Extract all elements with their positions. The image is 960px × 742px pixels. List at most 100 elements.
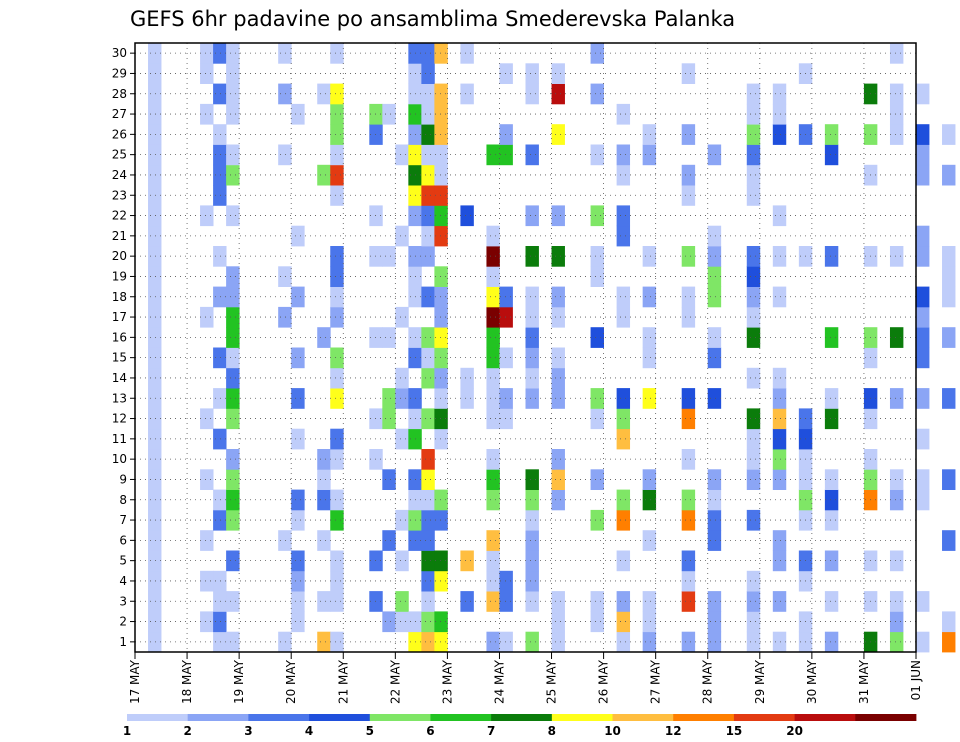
- heatmap-cell: [889, 43, 904, 64]
- heatmap-cell: [707, 469, 722, 490]
- heatmap-cell: [824, 591, 839, 612]
- heatmap-cell: [486, 286, 500, 308]
- heatmap-cell: [200, 63, 214, 84]
- heatmap-cell: [746, 164, 761, 186]
- y-tick-label: 24: [112, 168, 127, 182]
- heatmap-cell: [148, 63, 162, 84]
- heatmap-cell: [291, 611, 305, 633]
- colorbar-tick-label: 2: [184, 724, 192, 738]
- heatmap-cell: [317, 164, 331, 186]
- heatmap-cell: [525, 63, 539, 84]
- heatmap-cell: [942, 611, 956, 633]
- heatmap-cell: [916, 83, 930, 105]
- x-axis: 17 MAY 18 MAY 19 MAY 20 MAY 21 MAY 22 MAY 23 M…: [128, 652, 923, 704]
- heatmap-cell: [148, 449, 162, 470]
- heatmap-cell: [278, 144, 292, 166]
- heatmap-cell: [148, 408, 162, 430]
- heatmap-cell: [916, 124, 930, 145]
- heatmap-cell: [148, 591, 162, 612]
- heatmap-cell: [421, 63, 435, 84]
- heatmap-cell: [226, 449, 240, 470]
- heatmap-cell: [148, 43, 162, 64]
- heatmap-cell: [616, 489, 631, 511]
- heatmap-cell: [486, 631, 500, 653]
- heatmap-cell: [226, 306, 240, 328]
- heatmap-cell: [642, 489, 657, 511]
- heatmap-cell: [525, 327, 539, 348]
- heatmap-cell: [590, 469, 604, 490]
- heatmap-cell: [200, 205, 214, 227]
- heatmap-cell: [642, 144, 657, 166]
- heatmap-cell: [681, 408, 696, 430]
- heatmap-cell: [525, 306, 539, 328]
- heatmap-cell: [395, 225, 409, 247]
- heatmap-cell: [213, 570, 227, 592]
- heatmap-cell: [590, 205, 604, 227]
- heatmap-cell: [434, 103, 448, 125]
- heatmap-cell: [772, 631, 787, 653]
- heatmap-cell: [460, 205, 474, 227]
- heatmap-cell: [382, 469, 396, 490]
- heatmap-cell: [681, 388, 696, 409]
- heatmap-cell: [616, 388, 631, 409]
- heatmap-cell: [486, 530, 500, 551]
- heatmap-cell: [148, 185, 162, 206]
- heatmap-cell: [317, 591, 331, 612]
- heatmap-cell: [551, 205, 565, 227]
- heatmap-cell: [824, 509, 839, 531]
- y-tick-label: 26: [112, 127, 127, 141]
- heatmap-cell: [525, 144, 539, 166]
- heatmap-cell: [746, 124, 761, 145]
- heatmap-cell: [942, 469, 956, 490]
- heatmap-cell: [889, 103, 904, 125]
- heatmap-cell: [551, 367, 565, 389]
- x-tick-label: 29 MAY: [753, 659, 767, 704]
- heatmap-cell: [226, 631, 240, 653]
- heatmap-cell: [746, 103, 761, 125]
- colorbar-swatch: [248, 714, 310, 721]
- heatmap-cell: [916, 327, 930, 348]
- heatmap-cell: [317, 469, 331, 490]
- heatmap-cell: [421, 205, 435, 227]
- y-tick-label: 14: [112, 371, 127, 385]
- heatmap-cell: [486, 570, 500, 592]
- heatmap-cell: [525, 591, 539, 612]
- heatmap-cell: [148, 266, 162, 287]
- heatmap-cell: [707, 144, 722, 166]
- heatmap-cell: [772, 367, 787, 389]
- heatmap-cell: [772, 428, 787, 450]
- heatmap-cell: [942, 246, 956, 267]
- heatmap-cell: [772, 591, 787, 612]
- heatmap-cell: [525, 489, 539, 511]
- heatmap-cell: [889, 83, 904, 105]
- x-tick-label: 30 MAY: [805, 659, 819, 704]
- heatmap-cell: [226, 388, 240, 409]
- heatmap-cell: [707, 509, 722, 531]
- y-tick-label: 10: [112, 452, 127, 466]
- heatmap-cell: [746, 611, 761, 633]
- heatmap-cell: [460, 550, 474, 572]
- heatmap-cell: [382, 611, 396, 633]
- heatmap-cell: [395, 428, 409, 450]
- heatmap-cell: [421, 550, 435, 572]
- heatmap-cell: [746, 570, 761, 592]
- colorbar-tick-label: 7: [487, 724, 495, 738]
- heatmap-cell: [746, 428, 761, 450]
- heatmap-cell: [226, 327, 240, 348]
- heatmap-cell: [916, 164, 930, 186]
- heatmap-cell: [499, 306, 513, 328]
- heatmap-cell: [942, 327, 956, 348]
- heatmap-cell: [916, 489, 930, 511]
- heatmap-cell: [590, 43, 604, 64]
- heatmap-cell: [499, 570, 513, 592]
- heatmap-cell: [421, 185, 435, 206]
- heatmap-cell: [707, 591, 722, 612]
- y-tick-label: 4: [119, 574, 127, 588]
- heatmap-cell: [148, 611, 162, 633]
- heatmap-cell: [499, 144, 513, 166]
- heatmap-cell: [551, 286, 565, 308]
- colorbar-swatch: [430, 714, 492, 721]
- heatmap-cell: [942, 124, 956, 145]
- heatmap-cell: [148, 205, 162, 227]
